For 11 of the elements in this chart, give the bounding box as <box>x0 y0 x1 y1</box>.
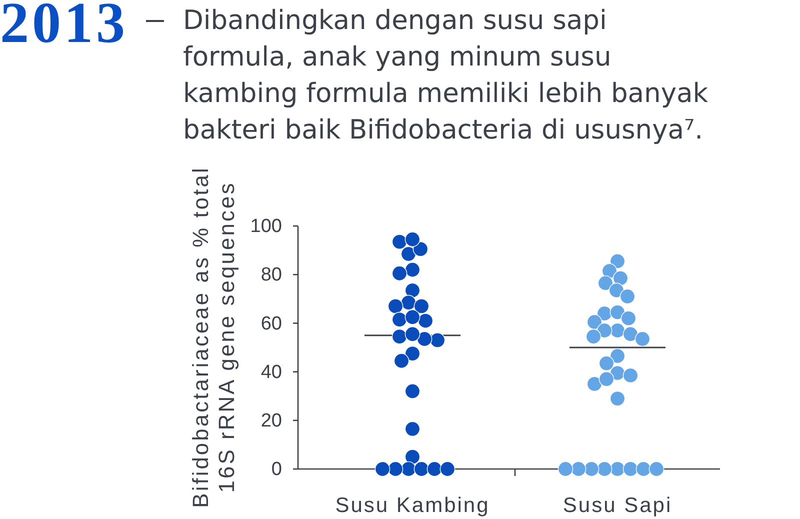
y-tick-label: 100 <box>250 216 282 238</box>
y-tick-label: 80 <box>260 264 282 286</box>
y-tick-label: 0 <box>271 459 282 480</box>
y-tick-label: 40 <box>260 362 282 383</box>
chart-title: 2013 <box>0 0 128 55</box>
y-tick-label: 60 <box>260 313 282 334</box>
x-tick-label: Susu Sapi <box>562 494 672 517</box>
chart-subtitle: Dibandingkan dengan susu sapi formula, anak yang minum susu kambing formula memiliki lebih banyak bakteri baik Bifidobacteria di ususnya⁷. <box>183 5 709 146</box>
y-axis-title: Bifidobactariaceae as % total 16S rRNA gene sequences <box>188 166 239 508</box>
y-tick-label: 20 <box>260 410 282 432</box>
x-tick-label: Susu Kambing <box>335 494 490 517</box>
